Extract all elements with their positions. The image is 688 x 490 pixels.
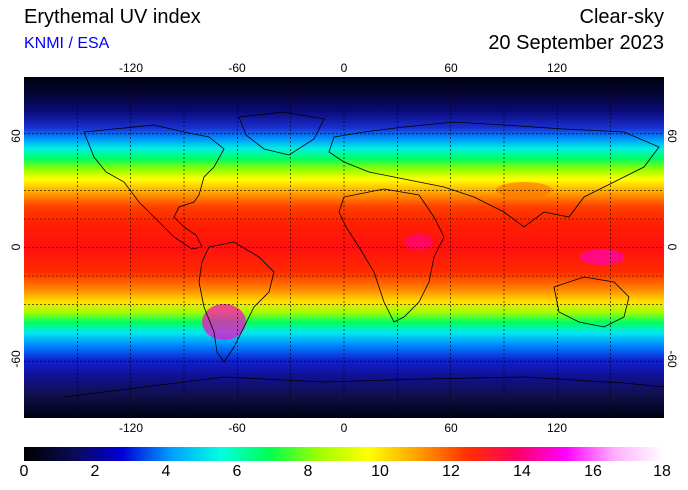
lon-tick-top: 0	[340, 61, 348, 75]
colorbar-label: 18	[653, 463, 671, 480]
lon-tick-top: -120	[118, 61, 144, 75]
colorbar-label: 12	[442, 463, 460, 480]
lon-tick-top: 60	[444, 61, 458, 75]
uv-hotspot-south-america	[202, 304, 246, 340]
coastlines	[63, 111, 664, 398]
colorbar-label: 6	[232, 463, 242, 480]
coastline-africa	[338, 188, 445, 323]
lon-tick-top: 120	[546, 61, 568, 75]
uv-hotspot-indonesia	[580, 249, 624, 265]
colorbar	[24, 447, 664, 461]
lon-tick-bottom: -120	[118, 421, 144, 435]
colorbar-label: 0	[19, 463, 29, 480]
uv-hotspot-tibet	[496, 182, 552, 198]
colorbar-label: 14	[513, 463, 531, 480]
lon-tick-bottom: 60	[444, 421, 458, 435]
lat-tick-left: 0	[9, 243, 23, 251]
lat-tick-right: -60	[665, 350, 679, 368]
coastline-eurasia	[328, 121, 660, 228]
lon-tick-top: -60	[228, 61, 246, 75]
lon-tick-bottom: 120	[546, 421, 568, 435]
graticule	[24, 77, 664, 418]
colorbar-label: 2	[90, 463, 100, 480]
lat-tick-right: 60	[665, 129, 679, 143]
uv-hotspot-africa	[405, 234, 433, 250]
coastline-north-america	[83, 124, 225, 250]
date-label: 20 September 2023	[488, 32, 664, 54]
uv-index-map	[24, 77, 664, 418]
coastline-australia	[553, 276, 630, 328]
sky-condition-label: Clear-sky	[579, 6, 664, 28]
lat-tick-left: 60	[9, 129, 23, 143]
lon-tick-bottom: -60	[228, 421, 246, 435]
coastline-antarctica	[63, 376, 664, 398]
coastline-south-america	[198, 241, 275, 363]
lat-tick-right: 0	[665, 243, 679, 251]
colorbar-label: 16	[584, 463, 602, 480]
lon-tick-bottom: 0	[340, 421, 348, 435]
colorbar-label: 4	[161, 463, 171, 480]
credit-label: KNMI / ESA	[24, 35, 110, 52]
colorbar-label: 10	[371, 463, 389, 480]
map-title: Erythemal UV index	[24, 6, 201, 28]
lat-tick-left: -60	[9, 350, 23, 368]
colorbar-label: 8	[303, 463, 313, 480]
